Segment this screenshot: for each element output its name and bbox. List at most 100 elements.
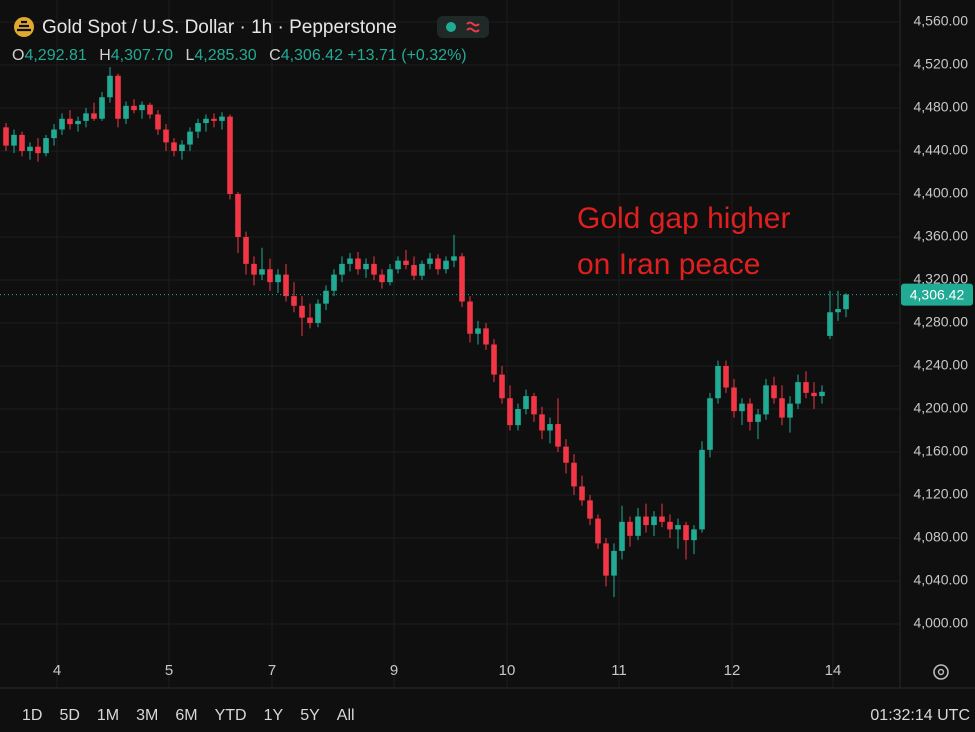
range-button[interactable]: 6M [175, 707, 197, 724]
candle-body [475, 328, 481, 334]
candle-body [91, 113, 97, 119]
ohlc-value: 4,307.70 [111, 47, 173, 64]
y-tick-label: 4,280.00 [914, 314, 969, 330]
y-tick-label: 4,000.00 [914, 615, 969, 631]
range-button[interactable]: 1M [97, 707, 119, 724]
x-tick-label: 7 [268, 662, 276, 679]
candle-body [763, 385, 769, 415]
candle-body [683, 525, 689, 541]
candle-body [163, 129, 169, 143]
candle-body [107, 75, 113, 98]
annotation: Gold gap higher [577, 202, 791, 235]
candle-body [499, 374, 505, 399]
candle-body [395, 260, 401, 270]
candle-body [779, 398, 785, 418]
candle-body [579, 486, 585, 501]
candles [3, 67, 849, 598]
candle-body [83, 113, 89, 121]
candle-body [539, 414, 545, 431]
settings-button[interactable] [933, 664, 949, 680]
candle-body [171, 142, 177, 152]
y-tick-label: 4,080.00 [914, 529, 969, 545]
range-button[interactable]: All [337, 707, 355, 724]
candle-body [179, 144, 185, 152]
range-button[interactable]: 5D [59, 707, 79, 724]
price-tag-label: 4,306.42 [910, 286, 965, 302]
ohlc-label: H [99, 47, 111, 64]
candle-body [619, 521, 625, 551]
candle-body [211, 118, 217, 121]
candle-body [627, 521, 633, 536]
candle-body [803, 382, 809, 393]
candle-body [339, 263, 345, 275]
candle-body [235, 194, 241, 238]
range-button[interactable]: YTD [215, 707, 247, 724]
candle-body [739, 403, 745, 412]
ohlc-value: 4,306.42 [281, 47, 343, 64]
ohlc-label: L [185, 47, 194, 64]
candle-body [131, 105, 137, 111]
candle-body [187, 131, 193, 145]
candle-body [19, 134, 25, 152]
candle-body [699, 449, 705, 530]
candle-body [43, 138, 49, 154]
y-tick-label: 4,120.00 [914, 486, 969, 502]
settings-button-center [937, 668, 945, 676]
candle-body [123, 105, 129, 119]
candle-body [715, 365, 721, 399]
candle-body [115, 75, 121, 119]
y-tick-label: 4,400.00 [914, 185, 969, 201]
candle-body [331, 274, 337, 291]
candle-body [267, 269, 273, 283]
candle-body [667, 521, 673, 530]
candle-body [251, 263, 257, 275]
candle-body [723, 365, 729, 388]
candle-body [219, 116, 225, 121]
x-tick-label: 5 [165, 662, 173, 679]
y-tick-label: 4,440.00 [914, 142, 969, 158]
candle-body [27, 146, 33, 152]
ohlc-value: 4,285.30 [194, 47, 256, 64]
candle-body [787, 403, 793, 418]
y-tick-label: 4,160.00 [914, 443, 969, 459]
candle-body [387, 269, 393, 283]
candle-body [651, 516, 657, 526]
candle-body [643, 516, 649, 526]
candle-body [3, 127, 9, 146]
candle-body [379, 274, 385, 283]
candle-body [747, 403, 753, 422]
candle-body [283, 274, 289, 297]
status-badge [437, 16, 489, 38]
candle-body [243, 237, 249, 264]
candle-body [811, 392, 817, 397]
candle-body [691, 529, 697, 541]
candle-body [315, 303, 321, 323]
range-button[interactable]: 3M [136, 707, 158, 724]
candle-body [203, 118, 209, 124]
candle-body [611, 550, 617, 576]
change: +13.71 (+0.32%) [347, 47, 466, 64]
candle-body [227, 116, 233, 195]
range-button[interactable]: 5Y [300, 707, 320, 724]
candle-body [139, 104, 145, 111]
candle-body [291, 296, 297, 306]
candle-body [491, 344, 497, 375]
x-tick-label: 14 [825, 662, 842, 679]
price-tag [901, 283, 973, 306]
y-tick-label: 4,240.00 [914, 357, 969, 373]
candle-body [755, 414, 761, 422]
candle-body [259, 269, 265, 275]
range-button[interactable]: 1Y [264, 707, 284, 724]
candle-body [635, 516, 641, 536]
candle-body [51, 129, 57, 139]
range-button[interactable]: 1D [22, 707, 42, 724]
annotation: on Iran peace [577, 248, 760, 281]
y-tick-label: 4,040.00 [914, 572, 969, 588]
candle-body [707, 398, 713, 450]
candle-body [795, 382, 801, 404]
candle-body [835, 309, 841, 313]
x-tick-label: 9 [390, 662, 398, 679]
candle-body [307, 317, 313, 323]
candle-body [195, 123, 201, 132]
candle-body [155, 114, 161, 130]
